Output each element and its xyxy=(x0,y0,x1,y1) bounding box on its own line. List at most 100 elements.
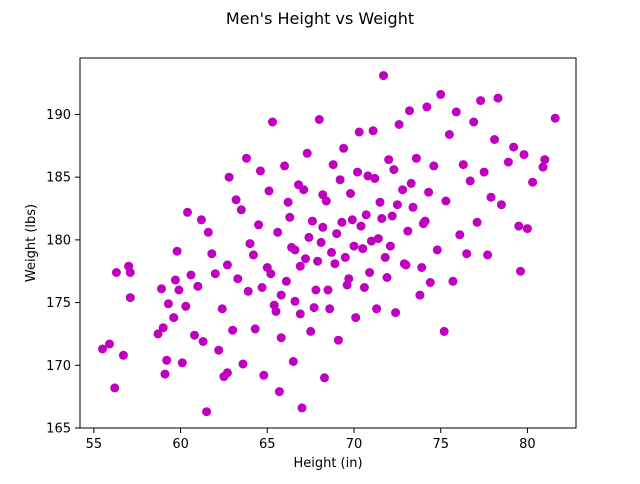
data-point xyxy=(540,155,550,165)
x-tick-label: 65 xyxy=(259,437,276,452)
data-point xyxy=(503,157,513,167)
data-point xyxy=(222,260,232,270)
data-point xyxy=(323,285,333,295)
data-point xyxy=(476,96,486,106)
data-point xyxy=(255,166,265,176)
data-point xyxy=(346,189,355,198)
data-point xyxy=(295,309,305,319)
data-point xyxy=(224,172,234,182)
data-point xyxy=(302,148,312,158)
data-point xyxy=(202,407,212,417)
data-point xyxy=(441,196,451,206)
data-point xyxy=(328,160,338,170)
data-point xyxy=(406,178,416,188)
data-point xyxy=(222,368,232,378)
y-tick-label: 170 xyxy=(46,359,71,374)
data-point xyxy=(174,285,184,295)
data-point xyxy=(259,370,269,380)
data-point xyxy=(105,339,114,349)
data-point xyxy=(451,107,461,117)
data-point xyxy=(274,387,284,397)
data-point xyxy=(190,330,199,340)
data-point xyxy=(373,234,383,244)
data-point xyxy=(172,246,182,256)
data-point xyxy=(283,197,293,207)
data-point xyxy=(276,333,286,343)
data-point xyxy=(465,176,475,186)
data-point xyxy=(375,197,385,207)
data-point xyxy=(479,167,489,177)
data-point xyxy=(550,113,560,123)
data-point xyxy=(290,296,300,306)
data-point xyxy=(288,357,298,366)
data-point xyxy=(250,324,260,334)
data-point xyxy=(318,190,328,200)
data-point xyxy=(335,175,345,185)
data-point xyxy=(311,285,321,295)
data-point xyxy=(196,215,206,225)
data-point xyxy=(490,135,499,144)
data-point xyxy=(163,299,173,309)
data-point xyxy=(368,126,378,136)
data-point xyxy=(332,229,342,239)
data-point xyxy=(125,293,135,303)
data-point xyxy=(399,259,409,269)
data-point xyxy=(385,241,395,251)
x-tick-label: 55 xyxy=(86,437,103,452)
data-point xyxy=(285,212,295,222)
data-point xyxy=(347,215,357,225)
x-tick-label: 70 xyxy=(346,437,363,452)
data-point xyxy=(340,252,350,262)
data-point xyxy=(316,237,326,247)
data-point xyxy=(344,274,354,284)
data-point xyxy=(271,306,281,316)
data-point xyxy=(469,117,479,127)
data-point xyxy=(354,127,364,137)
data-point xyxy=(203,227,213,237)
axis-ticks: 55 60 65 70 75 80 165 170 175 180 185 190 xyxy=(46,108,536,452)
data-point xyxy=(472,217,482,227)
data-point xyxy=(153,329,163,339)
data-point xyxy=(363,171,373,181)
data-point xyxy=(306,326,316,336)
y-tick-label: 180 xyxy=(46,233,71,248)
data-point xyxy=(349,241,359,251)
data-point xyxy=(257,283,267,292)
data-point xyxy=(377,214,387,223)
data-point xyxy=(297,403,307,413)
x-axis-label: Height (in) xyxy=(293,456,362,471)
data-point xyxy=(233,274,243,284)
data-point xyxy=(420,216,430,226)
data-point xyxy=(160,369,170,379)
data-point xyxy=(483,250,493,260)
data-point xyxy=(392,200,402,210)
data-point xyxy=(243,286,253,296)
data-point xyxy=(314,115,324,124)
data-point xyxy=(379,71,388,81)
data-point xyxy=(509,142,519,152)
data-point xyxy=(382,273,392,282)
data-point xyxy=(287,242,297,252)
x-tick-label: 60 xyxy=(172,437,189,452)
data-point xyxy=(299,185,309,195)
data-point xyxy=(417,263,427,272)
data-point xyxy=(522,224,532,234)
data-point xyxy=(198,337,208,346)
data-point xyxy=(181,301,191,311)
data-point xyxy=(436,89,446,99)
data-point xyxy=(280,161,290,171)
y-tick-label: 175 xyxy=(46,296,71,311)
data-point xyxy=(411,153,421,163)
data-point xyxy=(325,304,335,314)
data-point xyxy=(528,177,538,187)
data-point xyxy=(295,261,305,271)
data-point xyxy=(242,153,251,163)
data-point xyxy=(384,155,394,165)
data-point xyxy=(333,335,343,345)
data-point xyxy=(372,304,382,314)
data-points xyxy=(98,71,560,417)
data-point xyxy=(217,304,227,314)
plot-border xyxy=(79,57,577,429)
data-point xyxy=(210,269,220,279)
